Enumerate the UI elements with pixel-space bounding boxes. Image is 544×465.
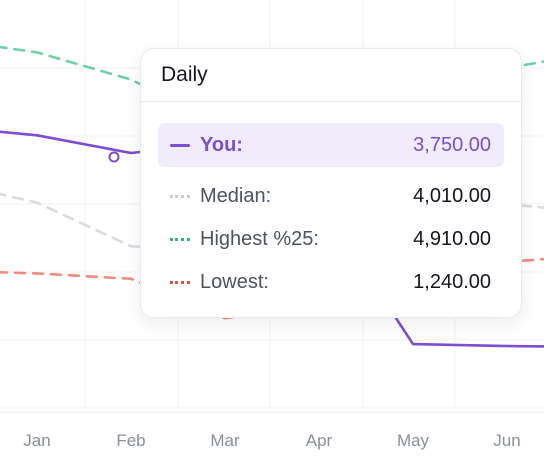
x-tick-label: Jan	[23, 431, 50, 450]
tooltip-row-label: You:	[200, 133, 243, 156]
solid-line-legend-icon	[170, 143, 190, 147]
tooltip-row-label: Highest %25:	[200, 228, 319, 250]
tooltip-rows: You: 3,750.00 Median: 4,010.00 Highest %…	[141, 102, 521, 304]
x-tick-label: Jun	[493, 431, 520, 450]
active-point-marker	[108, 151, 120, 163]
dotted-line-legend-icon	[170, 281, 190, 284]
dotted-line-legend-icon	[170, 195, 190, 198]
chart-tooltip: Daily You: 3,750.00 Median: 4,010.00 Hig…	[140, 48, 522, 318]
x-tick-label: Mar	[210, 431, 240, 450]
x-tick-label: Apr	[306, 431, 333, 450]
tooltip-row-value: 1,240.00	[413, 271, 491, 293]
x-tick-label: May	[397, 431, 430, 450]
x-tick-label: Feb	[116, 431, 145, 450]
tooltip-row-value: 4,910.00	[413, 228, 491, 250]
tooltip-row-you: You: 3,750.00	[158, 123, 504, 167]
tooltip-row-median: Median: 4,010.00	[158, 175, 504, 218]
tooltip-title: Daily	[141, 49, 521, 102]
tooltip-row-label: Median:	[200, 185, 272, 207]
tooltip-row-value: 4,010.00	[413, 185, 491, 207]
tooltip-row-value: 3,750.00	[413, 133, 491, 156]
tooltip-row-highest: Highest %25: 4,910.00	[158, 218, 504, 261]
tooltip-row-lowest: Lowest: 1,240.00	[158, 261, 504, 304]
tooltip-row-label: Lowest:	[200, 271, 269, 293]
x-axis: Jan Feb Mar Apr May Jun	[23, 431, 520, 450]
dotted-line-legend-icon	[170, 238, 190, 241]
